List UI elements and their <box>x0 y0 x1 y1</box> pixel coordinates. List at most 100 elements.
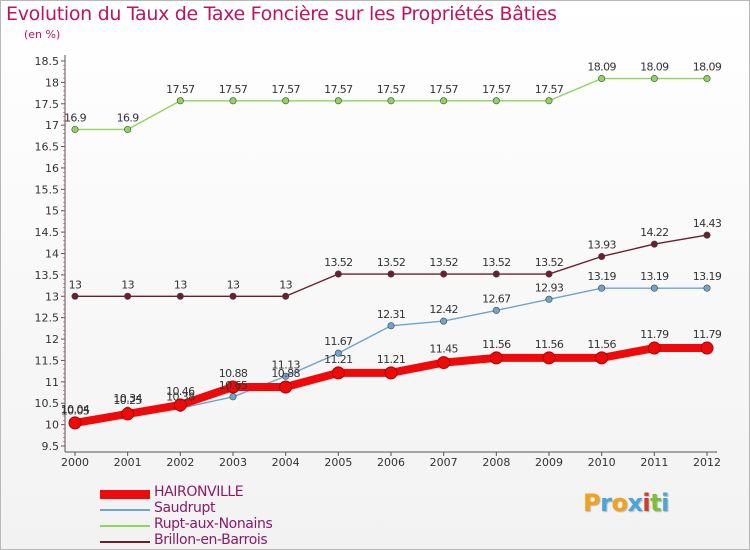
data-point <box>492 270 500 278</box>
data-label: 13.52 <box>377 256 406 269</box>
data-point <box>598 284 606 292</box>
y-tick-label: 13 <box>45 290 59 303</box>
data-point <box>282 372 290 380</box>
y-tick-label: 11.5 <box>35 354 60 367</box>
y-tick-label: 18.5 <box>35 55 60 68</box>
y-tick-label: 14.5 <box>35 226 60 239</box>
data-label: 10.46 <box>166 385 195 398</box>
data-label: 12.93 <box>535 281 564 294</box>
data-label: 14.43 <box>693 217 722 230</box>
chart-subtitle: (en %) <box>24 28 61 41</box>
data-label: 10.25 <box>113 394 142 407</box>
data-point <box>437 356 451 370</box>
data-point <box>68 416 82 430</box>
legend-label: Brillon-en-Barrois <box>154 532 268 548</box>
data-point <box>331 366 345 380</box>
data-label: 11.56 <box>587 338 616 351</box>
data-point <box>229 97 237 105</box>
data-point <box>545 270 553 278</box>
y-tick-label: 14 <box>45 248 59 261</box>
data-point <box>703 284 711 292</box>
data-label: 17.57 <box>377 83 406 96</box>
data-point <box>334 270 342 278</box>
data-label: 10.05 <box>61 404 90 417</box>
data-point <box>650 240 658 248</box>
x-tick-label: 2000 <box>61 456 89 469</box>
data-label: 10.65 <box>219 379 248 392</box>
data-label: 11.56 <box>482 338 511 351</box>
data-label: 17.57 <box>482 83 511 96</box>
logo-letter: P <box>583 489 601 517</box>
logo-letter: x <box>627 489 643 517</box>
data-label: 11.21 <box>377 353 406 366</box>
y-tick-label: 16 <box>45 162 59 175</box>
x-tick-label: 2005 <box>324 456 352 469</box>
data-point <box>334 97 342 105</box>
data-label: 17.57 <box>271 83 300 96</box>
data-label: 10.38 <box>166 390 195 403</box>
legend-swatch <box>100 525 150 527</box>
y-tick-label: 18 <box>45 76 59 89</box>
y-tick-label: 15 <box>45 205 59 218</box>
data-label: 13.52 <box>482 256 511 269</box>
data-label: 10.04 <box>61 403 90 416</box>
data-label: 10.88 <box>271 367 300 380</box>
data-point <box>492 97 500 105</box>
data-label: 10.34 <box>113 392 142 405</box>
y-tick-label: 12.5 <box>35 312 60 325</box>
y-tick-label: 12 <box>45 333 59 346</box>
data-label: 11.45 <box>429 343 458 356</box>
data-point <box>229 292 237 300</box>
data-label: 17.57 <box>535 83 564 96</box>
data-point <box>282 97 290 105</box>
legend-label: HAIRONVILLE <box>154 484 244 500</box>
data-point <box>650 75 658 83</box>
data-label: 17.57 <box>429 83 458 96</box>
y-tick-label: 11 <box>45 376 59 389</box>
data-label: 13 <box>121 278 134 291</box>
data-point <box>387 270 395 278</box>
data-label: 16.9 <box>117 111 140 124</box>
legend-label: Saudrupt <box>154 500 216 516</box>
data-label: 18.09 <box>640 61 669 74</box>
x-tick-label: 2004 <box>272 456 300 469</box>
data-point <box>440 97 448 105</box>
data-point <box>279 380 293 394</box>
data-point <box>440 317 448 325</box>
data-label: 13.19 <box>587 270 616 283</box>
data-label: 13.52 <box>429 256 458 269</box>
x-tick-label: 2002 <box>166 456 194 469</box>
data-label: 13 <box>174 278 187 291</box>
x-tick-label: 2012 <box>693 456 721 469</box>
data-point <box>71 292 79 300</box>
data-label: 17.57 <box>166 83 195 96</box>
data-point <box>229 393 237 401</box>
y-tick-label: 9.5 <box>42 440 60 453</box>
data-point <box>598 252 606 260</box>
data-point <box>121 407 135 421</box>
data-label: 13.19 <box>693 270 722 283</box>
data-point <box>124 125 132 133</box>
y-tick-label: 10.5 <box>35 397 60 410</box>
chart-title: Evolution du Taux de Taxe Foncière sur l… <box>6 3 557 25</box>
data-label: 10.88 <box>219 367 248 380</box>
y-tick-label: 17 <box>45 119 59 132</box>
data-point <box>176 97 184 105</box>
data-label: 17.57 <box>219 83 248 96</box>
data-label: 12.67 <box>482 292 511 305</box>
data-label: 11.79 <box>640 328 669 341</box>
data-label: 13 <box>227 278 240 291</box>
data-point <box>440 270 448 278</box>
x-tick-label: 2010 <box>588 456 616 469</box>
data-point <box>282 292 290 300</box>
legend-swatch <box>100 489 150 499</box>
data-point <box>176 292 184 300</box>
logo-letter: i <box>642 489 651 517</box>
data-label: 13 <box>69 278 82 291</box>
data-point <box>703 75 711 83</box>
data-label: 11.21 <box>324 353 353 366</box>
data-point <box>492 306 500 314</box>
data-label: 16.9 <box>64 111 87 124</box>
logo-letter: i <box>661 489 669 517</box>
